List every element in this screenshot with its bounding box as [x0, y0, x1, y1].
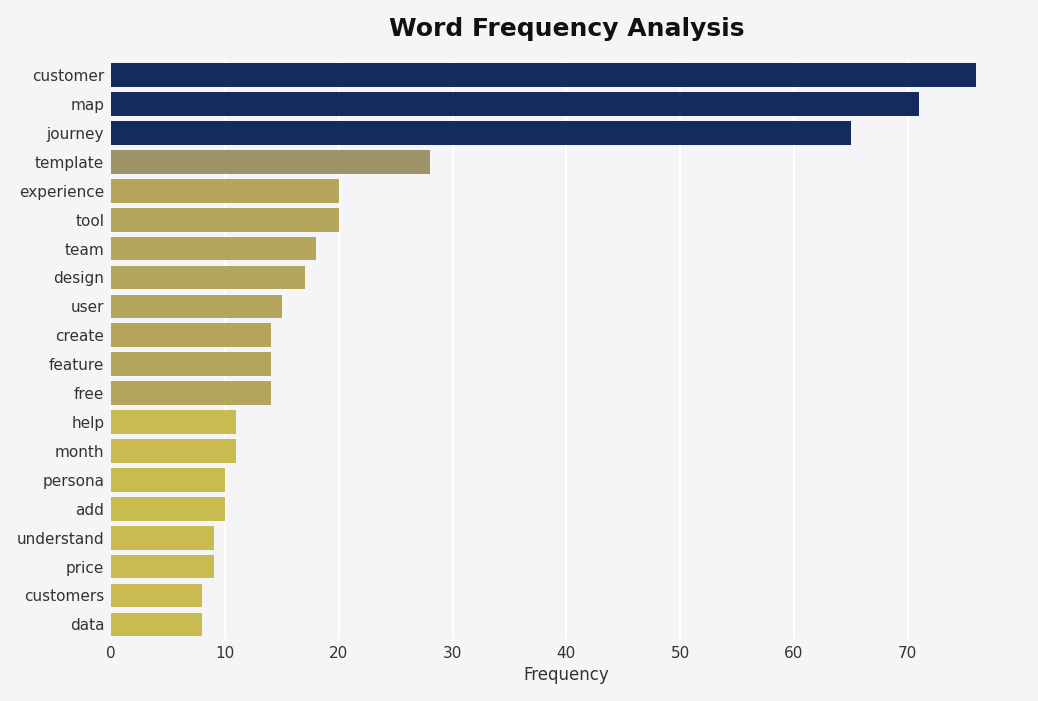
Bar: [111, 526, 214, 550]
Bar: [111, 63, 976, 87]
Bar: [111, 410, 237, 434]
Bar: [111, 121, 851, 145]
Bar: [111, 237, 316, 261]
Bar: [111, 584, 202, 607]
Bar: [111, 353, 271, 376]
Bar: [111, 439, 237, 463]
Bar: [111, 294, 282, 318]
Bar: [111, 323, 271, 347]
Bar: [111, 554, 214, 578]
Title: Word Frequency Analysis: Word Frequency Analysis: [388, 17, 744, 41]
Bar: [111, 497, 225, 521]
Bar: [111, 92, 919, 116]
Bar: [111, 381, 271, 405]
Bar: [111, 150, 430, 174]
X-axis label: Frequency: Frequency: [523, 667, 609, 684]
Bar: [111, 266, 304, 290]
Bar: [111, 179, 338, 203]
Bar: [111, 613, 202, 637]
Bar: [111, 207, 338, 231]
Bar: [111, 468, 225, 491]
